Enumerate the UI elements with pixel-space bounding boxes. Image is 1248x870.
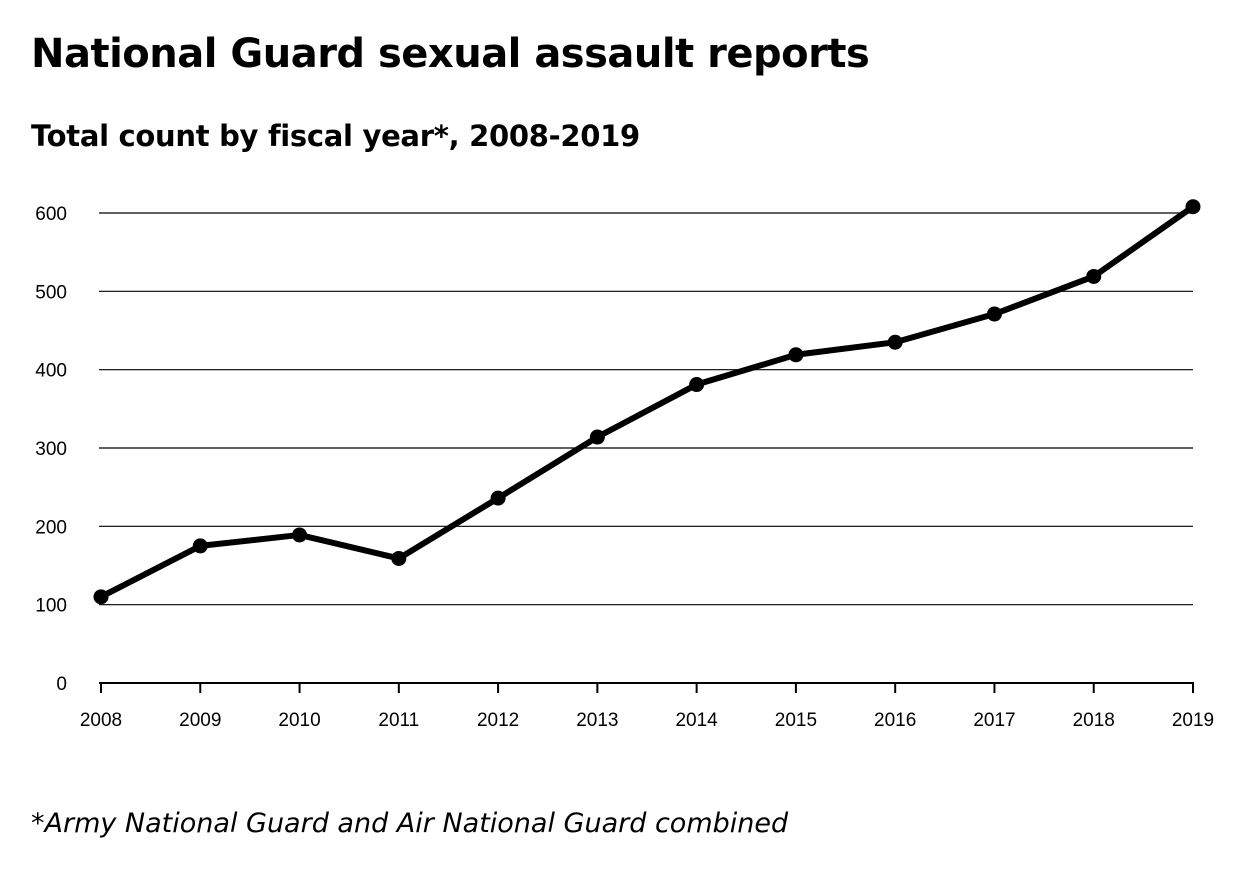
y-tick-label: 500	[35, 282, 67, 303]
x-tick-label: 2011	[378, 710, 419, 731]
data-point	[788, 347, 804, 363]
data-point	[1185, 199, 1201, 215]
y-tick-label: 200	[35, 517, 67, 538]
x-tick-label: 2016	[874, 710, 916, 731]
x-tick-label: 2008	[80, 710, 122, 731]
data-point	[986, 306, 1002, 322]
x-tick-label: 2010	[278, 710, 320, 731]
data-point	[93, 589, 109, 605]
data-point	[689, 377, 705, 393]
x-tick-label: 2009	[179, 710, 221, 731]
series-line	[98, 203, 1196, 600]
x-tick-label: 2012	[477, 710, 519, 731]
y-tick-label: 400	[35, 361, 67, 382]
data-point	[192, 538, 208, 554]
footnote: *Army National Guard and Air National Gu…	[31, 808, 789, 839]
y-tick-label: 600	[35, 204, 67, 225]
x-tick-label: 2014	[675, 710, 718, 731]
y-tick-label: 100	[35, 596, 67, 617]
x-tick-label: 2019	[1172, 710, 1214, 731]
data-point	[391, 550, 407, 566]
data-point	[1086, 268, 1102, 284]
data-point	[292, 527, 308, 543]
data-point	[887, 334, 903, 350]
chart-subtitle: Total count by fiscal year*, 2008-2019	[31, 119, 640, 153]
x-tick-label: 2017	[973, 710, 1015, 731]
x-tick-label: 2018	[1073, 710, 1115, 731]
y-tick-label: 300	[35, 439, 67, 460]
data-point	[589, 429, 605, 445]
x-tick-label: 2013	[576, 710, 618, 731]
chart-title: National Guard sexual assault reports	[31, 31, 870, 77]
y-tick-label: 0	[56, 674, 67, 695]
data-point	[490, 490, 506, 506]
x-tick-label: 2015	[775, 710, 817, 731]
